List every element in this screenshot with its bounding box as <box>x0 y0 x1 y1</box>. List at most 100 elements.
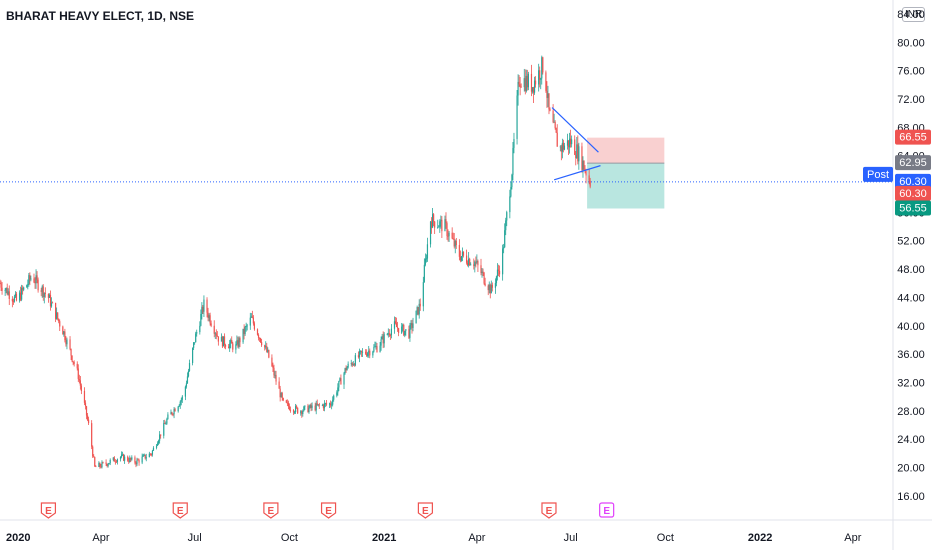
candle-body <box>78 378 80 381</box>
candle-body <box>224 345 227 347</box>
earnings-marker[interactable]: E <box>541 502 557 519</box>
candle-body <box>87 419 90 424</box>
candle-body <box>249 317 251 326</box>
candle-body <box>130 457 132 460</box>
candle-body <box>280 392 282 398</box>
candle-body <box>373 346 375 352</box>
earnings-marker[interactable]: E <box>417 502 433 519</box>
candle-body <box>80 385 82 391</box>
candle-body <box>480 265 482 274</box>
price-tick-label: 20.00 <box>897 462 925 474</box>
candle-body <box>337 387 339 393</box>
candle-body <box>398 328 400 333</box>
candle-body <box>76 363 78 369</box>
candle-body <box>42 286 44 298</box>
candle-body <box>331 404 333 406</box>
candle-body <box>237 340 239 347</box>
candle-body <box>467 262 469 266</box>
earnings-marker[interactable]: E <box>40 502 57 519</box>
candle-body <box>328 403 331 405</box>
candle-body <box>346 367 348 371</box>
candle-body <box>106 464 108 466</box>
candle-body <box>504 230 506 248</box>
candle-body <box>151 450 154 455</box>
candle-body <box>142 455 144 457</box>
candle-body <box>426 244 429 259</box>
candle-body <box>470 264 472 266</box>
candle-body <box>26 285 28 288</box>
candle-body <box>509 196 511 213</box>
earnings-marker[interactable]: E <box>599 502 615 518</box>
candle-body <box>357 355 360 358</box>
earnings-label: E <box>45 506 52 517</box>
candle-body <box>333 395 335 400</box>
candle-body <box>462 251 465 256</box>
candle-body <box>83 390 86 403</box>
candle-body <box>324 403 327 405</box>
candle-body <box>261 342 263 346</box>
candle-body <box>489 284 491 294</box>
candle-body <box>4 289 6 291</box>
candle-body <box>119 456 122 460</box>
candle-body <box>47 293 50 298</box>
candle-body <box>560 146 562 152</box>
candle-body <box>173 409 175 415</box>
earnings-marker[interactable]: E <box>320 502 337 519</box>
candle-body <box>107 464 109 466</box>
candle-body <box>367 352 369 356</box>
candle-body <box>149 453 151 455</box>
candle-body <box>69 339 71 349</box>
candle-body <box>275 374 277 382</box>
candle-body <box>122 454 125 461</box>
candle-body <box>388 333 390 336</box>
candle-body <box>444 219 446 232</box>
candle-body <box>547 93 549 98</box>
candle-body <box>505 220 507 231</box>
candle-body <box>222 336 225 347</box>
candle-body <box>511 174 513 188</box>
candle-body <box>563 145 566 150</box>
candle-body <box>496 269 499 277</box>
candle-body <box>131 457 133 460</box>
candle-body <box>180 399 182 402</box>
candle-body <box>44 292 46 294</box>
candle-body <box>409 324 411 338</box>
earnings-marker[interactable]: E <box>172 502 188 519</box>
candle-body <box>405 329 407 331</box>
price-axis-label: 60.30 <box>895 185 931 201</box>
candle-body <box>171 412 173 415</box>
candle-body <box>503 247 505 249</box>
candle-body <box>63 331 65 335</box>
candle-body <box>539 70 541 80</box>
candle-body <box>376 346 378 352</box>
candle-body <box>309 404 311 408</box>
candle-body <box>272 366 274 368</box>
candle-body <box>336 392 338 396</box>
candle-body <box>58 318 60 322</box>
candle-body <box>381 336 383 340</box>
candle-body <box>213 325 215 334</box>
candle-body <box>230 340 232 344</box>
earnings-label: E <box>546 506 553 517</box>
candle-body <box>114 461 116 463</box>
candle-body <box>71 355 73 362</box>
candle-body <box>145 457 147 459</box>
candle-body <box>408 329 410 338</box>
candle-body <box>455 240 457 246</box>
earnings-marker[interactable]: E <box>263 502 279 519</box>
candle-body <box>454 240 456 247</box>
candle-body <box>28 275 30 284</box>
price-tick-label: 36.00 <box>897 349 925 361</box>
candle-body <box>372 351 374 356</box>
symbol-title: BHARAT HEAVY ELECT, 1D, NSE <box>6 9 195 23</box>
candle-body <box>330 403 332 406</box>
candle-body <box>353 364 355 366</box>
price-tick-label: 16.00 <box>897 491 925 503</box>
currency-badge[interactable]: INR <box>902 7 926 22</box>
candle-body <box>322 404 325 409</box>
price-label-text: 66.55 <box>899 132 927 144</box>
candle-body <box>19 292 22 300</box>
candle-body <box>412 323 414 328</box>
